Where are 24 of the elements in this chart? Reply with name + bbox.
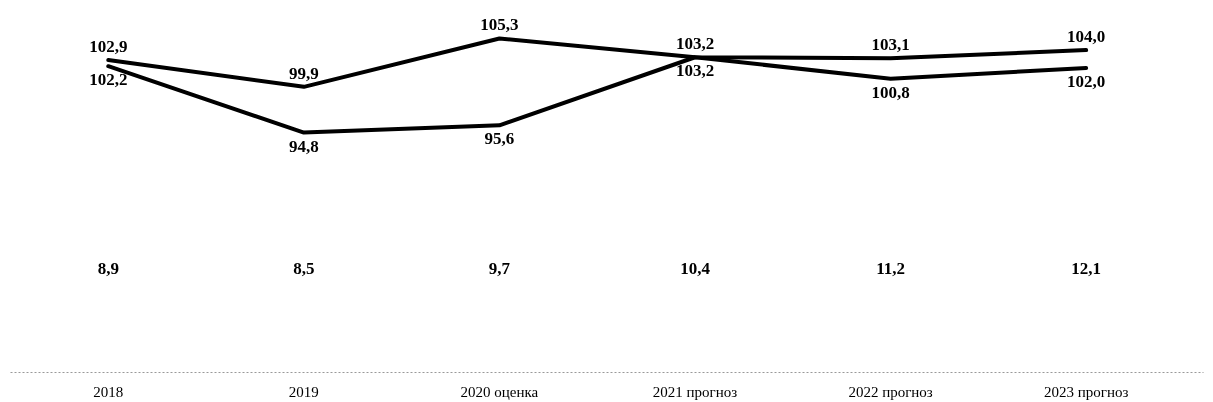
x-tick-label: 2023 прогноз [1043,383,1129,400]
data-label: 102,2 [89,70,128,90]
x-tick-label: 2019 [288,383,319,400]
x-tick-label: 2021 прогноз [652,383,738,400]
text: 10,4 [680,259,711,279]
x-tick-label: 2022 прогноз [848,383,933,400]
data-label: 104,0 [1067,27,1106,47]
text: 8,9 [97,259,119,279]
text: 11,2 [876,259,905,279]
data-label: 100,8 [871,82,910,102]
data-label: 102,9 [89,36,128,56]
data-label: 103,1 [871,35,910,55]
data-label: 105,3 [480,15,519,35]
data-label: 102,0 [1067,72,1106,92]
text: 9,7 [488,259,511,279]
data-label: 99,9 [288,63,319,83]
x-tick-label: 2018 [93,383,124,400]
text: 8,5 [293,259,315,279]
data-label: 94,8 [288,136,319,156]
x-tick-label: 2020 оценка [460,383,539,400]
text: 12,1 [1071,259,1102,279]
data-label: 103,2 [675,61,715,81]
data-label: 103,2 [675,34,715,54]
data-label: 95,6 [484,129,515,149]
